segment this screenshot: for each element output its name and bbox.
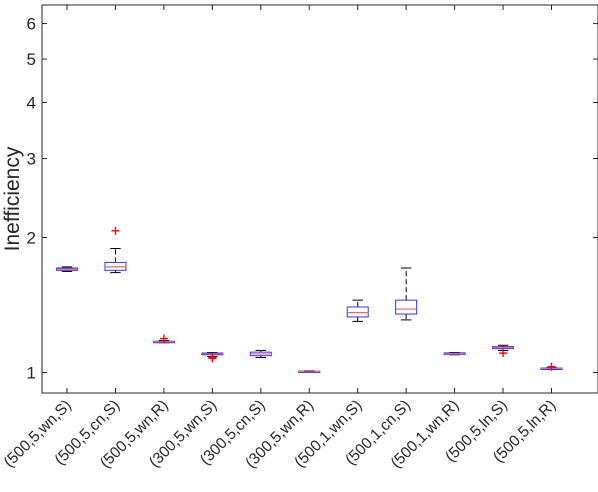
y-tick-label: 2 [27, 229, 36, 248]
box-2 [104, 226, 127, 274]
box-4 [201, 352, 224, 363]
y-tick-label: 3 [27, 150, 36, 169]
boxes-layer [56, 226, 563, 373]
y-tick-label: 1 [27, 363, 36, 382]
outlier-marker [159, 334, 168, 343]
outlier-marker [111, 226, 120, 235]
y-tick-label: 4 [27, 94, 36, 113]
outlier-marker [547, 362, 556, 371]
y-axis-label: Inefficiency [1, 146, 24, 251]
box-9 [443, 352, 466, 356]
box-5 [249, 349, 272, 358]
box-10 [492, 344, 515, 358]
outlier-marker [208, 354, 217, 363]
plot-frame [41, 4, 598, 394]
x-axis: (500,5,wn,S)(500,5,cn,S)(500,5,wn,R)(300… [1, 5, 559, 472]
box-11 [540, 362, 563, 371]
y-tick-label: 5 [27, 50, 36, 69]
y-axis: 1 2 3 4 5 6 [27, 15, 598, 382]
box-7 [346, 299, 369, 322]
y-tick-label: 6 [27, 15, 36, 34]
outlier-marker [499, 349, 508, 358]
iqr-box [395, 299, 418, 315]
iqr-box [346, 306, 369, 318]
box-3 [152, 334, 175, 344]
box-1 [56, 266, 78, 272]
box-6 [298, 370, 321, 373]
box-8 [395, 267, 418, 321]
